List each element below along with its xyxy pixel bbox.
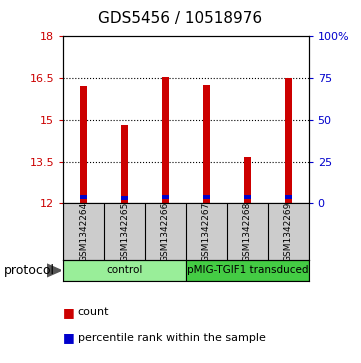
Bar bbox=[203, 85, 210, 203]
Text: ■: ■ bbox=[63, 306, 75, 319]
Text: control: control bbox=[106, 265, 143, 276]
Text: GSM1342265: GSM1342265 bbox=[120, 201, 129, 262]
Bar bbox=[284, 78, 292, 203]
Bar bbox=[121, 125, 128, 203]
Text: GSM1342267: GSM1342267 bbox=[202, 201, 211, 262]
Bar bbox=[244, 158, 251, 203]
Text: GSM1342266: GSM1342266 bbox=[161, 201, 170, 262]
Bar bbox=[63, 260, 186, 281]
Text: count: count bbox=[78, 307, 109, 317]
Bar bbox=[162, 77, 169, 203]
Text: percentile rank within the sample: percentile rank within the sample bbox=[78, 333, 265, 343]
Bar bbox=[80, 195, 87, 199]
Text: ■: ■ bbox=[63, 331, 75, 344]
Bar bbox=[121, 196, 128, 200]
Bar bbox=[203, 195, 210, 199]
Bar bbox=[244, 195, 251, 199]
Bar bbox=[162, 195, 169, 199]
Text: GSM1342269: GSM1342269 bbox=[284, 201, 293, 262]
Bar bbox=[80, 86, 87, 203]
Text: pMIG-TGIF1 transduced: pMIG-TGIF1 transduced bbox=[187, 265, 308, 276]
Polygon shape bbox=[47, 264, 61, 277]
Text: GSM1342268: GSM1342268 bbox=[243, 201, 252, 262]
Text: protocol: protocol bbox=[4, 264, 55, 277]
Text: GSM1342264: GSM1342264 bbox=[79, 201, 88, 261]
Text: GDS5456 / 10518976: GDS5456 / 10518976 bbox=[99, 11, 262, 26]
Bar bbox=[284, 195, 292, 199]
Bar bbox=[186, 260, 309, 281]
